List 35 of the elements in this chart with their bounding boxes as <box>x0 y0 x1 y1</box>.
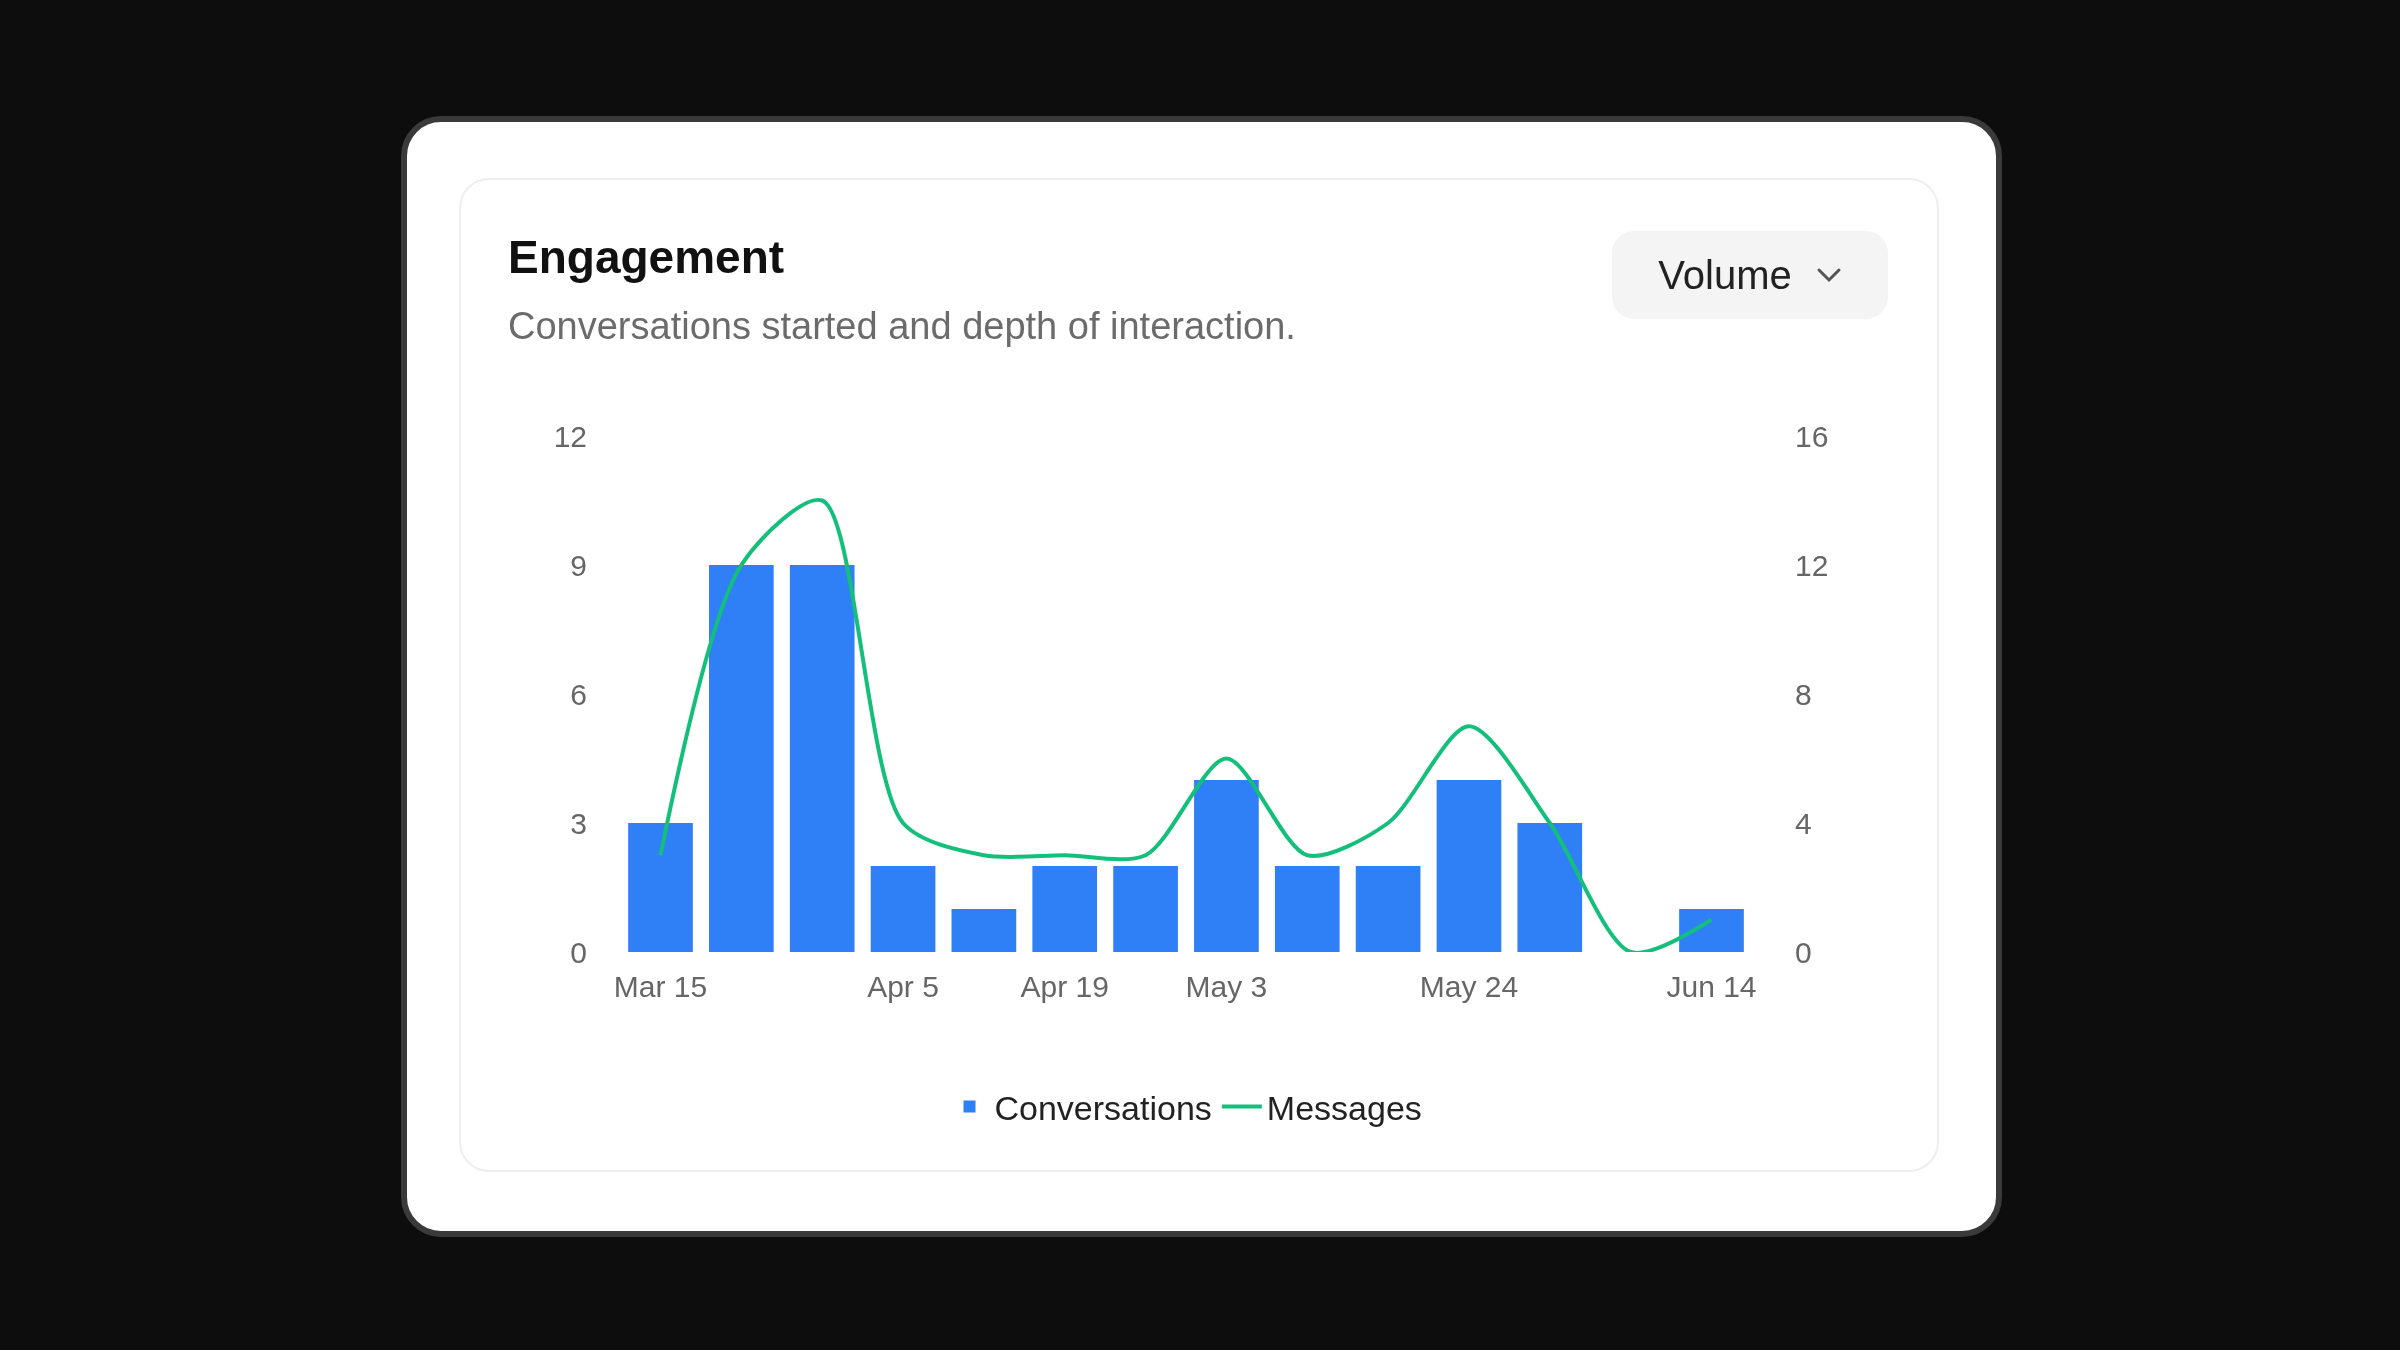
bar <box>1194 780 1259 952</box>
text: Volume <box>1658 252 1792 298</box>
bar <box>1113 866 1178 952</box>
x-tick-label: May 24 <box>1419 970 1519 1003</box>
bar <box>1436 780 1502 952</box>
y-tick-label: 12 <box>553 419 587 453</box>
line-series <box>658 498 1714 952</box>
bar <box>870 866 936 952</box>
bar <box>628 823 693 952</box>
bar <box>1032 866 1098 952</box>
chart-subtitle: Conversations started and depth of interaction. <box>508 305 1296 348</box>
bar <box>789 565 855 952</box>
x-tick-label: May 3 <box>1185 970 1268 1003</box>
x-tick-label: Mar 15 <box>613 970 708 1003</box>
chart-title: Engagement <box>508 230 785 284</box>
bar <box>1679 909 1744 952</box>
bar <box>1355 866 1421 952</box>
y-tick-label: 0 <box>570 935 587 969</box>
bar <box>709 565 774 952</box>
y2-tick-label: 16 <box>1795 419 1829 453</box>
y2-tick-label: 8 <box>1795 677 1812 711</box>
y-tick-label: 9 <box>570 548 587 582</box>
y2-tick-label: 12 <box>1795 548 1829 582</box>
x-tick-label: Apr 5 <box>867 970 939 1003</box>
legend-label: Conversations <box>994 1088 1212 1127</box>
y2-tick-label: 4 <box>1795 806 1812 840</box>
x-tick-label: Jun 14 <box>1666 970 1757 1003</box>
bar <box>1274 866 1340 952</box>
bar <box>1517 823 1583 952</box>
y2-tick-label: 0 <box>1795 935 1812 969</box>
x-tick-label: Apr 19 <box>1020 970 1109 1003</box>
y-tick-label: 3 <box>570 806 587 840</box>
legend-label: Messages <box>1266 1088 1422 1127</box>
y-tick-label: 6 <box>570 677 587 711</box>
bar <box>951 909 1017 952</box>
